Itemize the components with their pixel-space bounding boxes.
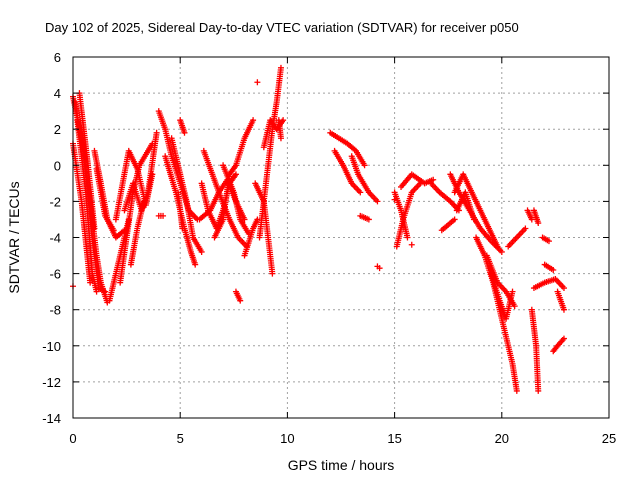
y-tick-label: -8 [49, 303, 61, 318]
data-point [110, 227, 117, 234]
data-point [404, 234, 411, 241]
y-tick-label: 4 [54, 86, 61, 101]
y-tick-label: -4 [49, 231, 61, 246]
axis-ticks: 0 5 10 15 20 25 -14 -12 -10 -8 -6 -4 -2 0 2 4 6 [42, 50, 616, 446]
data-point [198, 248, 205, 255]
data-point [237, 297, 244, 304]
y-tick-label: -14 [42, 411, 61, 426]
y-tick-label: 0 [54, 158, 61, 173]
data-point [560, 335, 567, 342]
data-point [93, 288, 100, 295]
x-tick-label: 25 [602, 431, 616, 446]
data-point [254, 216, 261, 223]
y-tick-label: 2 [54, 122, 61, 137]
data-marks [70, 64, 567, 394]
data-point [87, 279, 94, 286]
data-point [391, 196, 398, 203]
data-point [361, 162, 368, 169]
data-point [560, 306, 567, 313]
data-point [153, 129, 160, 136]
chart-title: Day 102 of 2025, Sidereal Day-to-day VTE… [45, 20, 519, 35]
data-point [91, 225, 98, 232]
y-axis-title: SDTVAR / TECUs [6, 181, 22, 293]
x-tick-label: 15 [387, 431, 401, 446]
data-point [470, 216, 477, 223]
x-tick-label: 0 [69, 431, 76, 446]
x-tick-label: 5 [177, 431, 184, 446]
data-point [140, 198, 147, 205]
data-point [528, 216, 535, 223]
data-point [181, 129, 188, 136]
data-point [545, 238, 552, 245]
data-point [250, 117, 257, 124]
y-tick-label: 6 [54, 50, 61, 65]
data-point [192, 261, 199, 268]
data-point [277, 135, 284, 142]
data-point [522, 225, 529, 232]
data-point [102, 288, 109, 295]
data-point [498, 248, 505, 255]
data-point [149, 171, 156, 178]
data-point [357, 189, 364, 196]
data-point [365, 216, 372, 223]
y-tick-label: -12 [42, 375, 61, 390]
data-point [376, 265, 383, 272]
data-point [160, 212, 167, 219]
data-point [451, 216, 458, 223]
grid-lines [73, 57, 609, 418]
data-point [535, 387, 542, 394]
data-point [550, 266, 557, 273]
data-point [179, 225, 186, 232]
data-point [232, 171, 239, 178]
data-point [535, 220, 542, 227]
data-point [269, 270, 276, 277]
y-tick-label: -10 [42, 339, 61, 354]
data-point [374, 198, 381, 205]
data-point [277, 64, 284, 71]
data-point [509, 288, 516, 295]
x-axis-title: GPS time / hours [288, 457, 395, 473]
data-point [560, 285, 567, 292]
data-point [513, 387, 520, 394]
data-point [408, 241, 415, 248]
data-point [430, 176, 437, 183]
data-point [254, 79, 261, 86]
y-tick-label: -2 [49, 194, 61, 209]
x-tick-label: 10 [280, 431, 294, 446]
x-tick-label: 20 [495, 431, 509, 446]
data-point [511, 303, 518, 310]
y-tick-label: -6 [49, 267, 61, 282]
